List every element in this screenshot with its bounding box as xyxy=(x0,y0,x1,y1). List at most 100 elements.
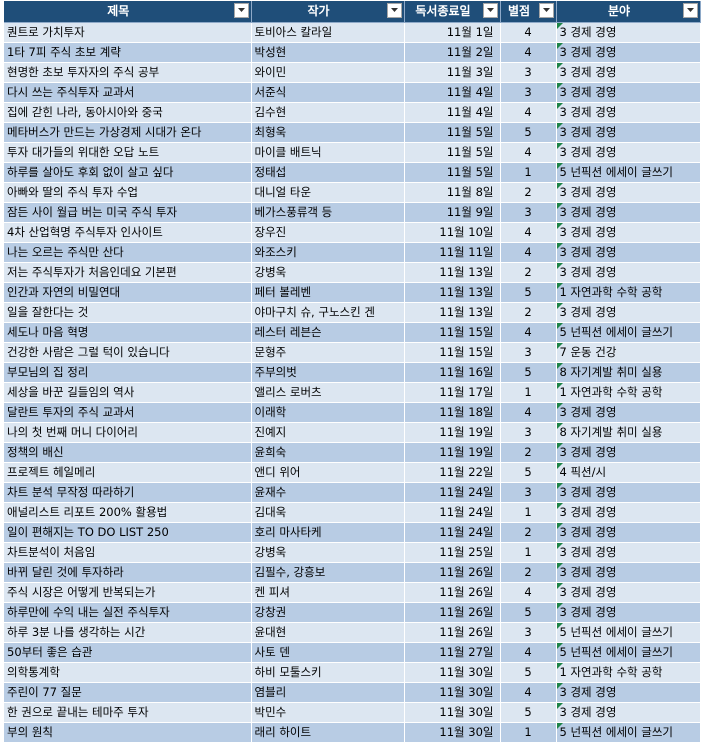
cell-genre[interactable]: 5 넌픽션 에세이 글쓰기 xyxy=(556,622,701,643)
cell-author[interactable]: 김대욱 xyxy=(251,502,405,523)
cell-rating[interactable]: 4 xyxy=(500,642,557,663)
cell-date[interactable]: 11월 3일 xyxy=(404,62,501,83)
filter-dropdown-button[interactable] xyxy=(386,3,402,18)
cell-date[interactable]: 11월 5일 xyxy=(404,162,501,183)
cell-author[interactable]: 호리 마사타케 xyxy=(251,522,405,543)
cell-date[interactable]: 11월 4일 xyxy=(404,102,501,123)
cell-genre[interactable]: 7 운동 건강 xyxy=(556,342,701,363)
cell-rating[interactable]: 5 xyxy=(500,362,557,383)
cell-date[interactable]: 11월 15일 xyxy=(404,342,501,363)
cell-genre[interactable]: 3 경제 경영 xyxy=(556,202,701,223)
cell-genre[interactable]: 8 자기계발 취미 실용 xyxy=(556,422,701,443)
cell-author[interactable]: 토비아스 칼라일 xyxy=(251,22,405,43)
cell-author[interactable]: 강병욱 xyxy=(251,542,405,563)
cell-author[interactable]: 베가스풍류객 등 xyxy=(251,202,405,223)
cell-title[interactable]: 일이 편해지는 TO DO LIST 250 xyxy=(4,522,252,543)
cell-author[interactable]: 윤희숙 xyxy=(251,442,405,463)
cell-author[interactable]: 윤재수 xyxy=(251,482,405,503)
cell-author[interactable]: 진예지 xyxy=(251,422,405,443)
cell-rating[interactable]: 2 xyxy=(500,442,557,463)
cell-title[interactable]: 인간과 자연의 비밀연대 xyxy=(4,282,252,303)
cell-author[interactable]: 윤대현 xyxy=(251,622,405,643)
cell-date[interactable]: 11월 8일 xyxy=(404,182,501,203)
cell-genre[interactable]: 3 경제 경영 xyxy=(556,142,701,163)
cell-genre[interactable]: 3 경제 경영 xyxy=(556,22,701,43)
cell-author[interactable]: 마이클 배트닉 xyxy=(251,142,405,163)
cell-genre[interactable]: 3 경제 경영 xyxy=(556,102,701,123)
cell-date[interactable]: 11월 10일 xyxy=(404,222,501,243)
cell-genre[interactable]: 3 경제 경영 xyxy=(556,682,701,703)
cell-title[interactable]: 부의 원칙 xyxy=(4,722,252,743)
cell-rating[interactable]: 5 xyxy=(500,462,557,483)
cell-genre[interactable]: 1 자연과학 수학 공학 xyxy=(556,282,701,303)
cell-rating[interactable]: 1 xyxy=(500,722,557,743)
cell-genre[interactable]: 3 경제 경영 xyxy=(556,302,701,323)
cell-genre[interactable]: 3 경제 경영 xyxy=(556,482,701,503)
cell-date[interactable]: 11월 24일 xyxy=(404,522,501,543)
cell-title[interactable]: 달란트 투자의 주식 교과서 xyxy=(4,402,252,423)
cell-rating[interactable]: 4 xyxy=(500,682,557,703)
cell-date[interactable]: 11월 26일 xyxy=(404,562,501,583)
cell-rating[interactable]: 2 xyxy=(500,522,557,543)
cell-date[interactable]: 11월 11일 xyxy=(404,242,501,263)
cell-rating[interactable]: 3 xyxy=(500,342,557,363)
cell-genre[interactable]: 3 경제 경영 xyxy=(556,122,701,143)
cell-rating[interactable]: 5 xyxy=(500,282,557,303)
cell-author[interactable]: 페터 볼레벤 xyxy=(251,282,405,303)
cell-title[interactable]: 나는 오르는 주식만 산다 xyxy=(4,242,252,263)
cell-author[interactable]: 레스터 레븐슨 xyxy=(251,322,405,343)
cell-title[interactable]: 잠든 사이 월급 버는 미국 주식 투자 xyxy=(4,202,252,223)
cell-date[interactable]: 11월 13일 xyxy=(404,262,501,283)
cell-rating[interactable]: 4 xyxy=(500,242,557,263)
cell-rating[interactable]: 4 xyxy=(500,402,557,423)
cell-genre[interactable]: 1 자연과학 수학 공학 xyxy=(556,382,701,403)
cell-title[interactable]: 건강한 사람은 그럴 턱이 있습니다 xyxy=(4,342,252,363)
cell-author[interactable]: 앤디 위어 xyxy=(251,462,405,483)
cell-author[interactable]: 이래학 xyxy=(251,402,405,423)
cell-date[interactable]: 11월 5일 xyxy=(404,142,501,163)
cell-date[interactable]: 11월 4일 xyxy=(404,82,501,103)
cell-genre[interactable]: 3 경제 경영 xyxy=(556,242,701,263)
cell-author[interactable]: 야마구치 슈, 구노스킨 겐 xyxy=(251,302,405,323)
cell-rating[interactable]: 3 xyxy=(500,622,557,643)
cell-date[interactable]: 11월 2일 xyxy=(404,42,501,63)
cell-rating[interactable]: 4 xyxy=(500,222,557,243)
filter-dropdown-button[interactable] xyxy=(682,3,698,18)
cell-genre[interactable]: 3 경제 경영 xyxy=(556,402,701,423)
cell-title[interactable]: 하루 3분 나를 생각하는 시간 xyxy=(4,622,252,643)
cell-genre[interactable]: 3 경제 경영 xyxy=(556,182,701,203)
cell-title[interactable]: 저는 주식투자가 처음인데요 기본편 xyxy=(4,262,252,283)
cell-author[interactable]: 강병욱 xyxy=(251,262,405,283)
cell-title[interactable]: 정책의 배신 xyxy=(4,442,252,463)
cell-date[interactable]: 11월 24일 xyxy=(404,502,501,523)
cell-title[interactable]: 1타 7피 주식 초보 계략 xyxy=(4,42,252,63)
cell-genre[interactable]: 3 경제 경영 xyxy=(556,62,701,83)
cell-title[interactable]: 일을 잘한다는 것 xyxy=(4,302,252,323)
cell-rating[interactable]: 2 xyxy=(500,302,557,323)
cell-author[interactable]: 염블리 xyxy=(251,682,405,703)
filter-dropdown-button[interactable] xyxy=(233,3,249,18)
cell-author[interactable]: 정태섭 xyxy=(251,162,405,183)
cell-rating[interactable]: 4 xyxy=(500,102,557,123)
cell-rating[interactable]: 1 xyxy=(500,542,557,563)
cell-genre[interactable]: 8 자기계발 취미 실용 xyxy=(556,362,701,383)
cell-rating[interactable]: 2 xyxy=(500,262,557,283)
cell-author[interactable]: 장우진 xyxy=(251,222,405,243)
cell-date[interactable]: 11월 18일 xyxy=(404,402,501,423)
cell-title[interactable]: 하루를 살아도 후회 없이 살고 싶다 xyxy=(4,162,252,183)
cell-title[interactable]: 집에 갇힌 나라, 동아시아와 중국 xyxy=(4,102,252,123)
cell-date[interactable]: 11월 1일 xyxy=(404,22,501,43)
cell-author[interactable]: 주부의벗 xyxy=(251,362,405,383)
cell-genre[interactable]: 3 경제 경영 xyxy=(556,82,701,103)
cell-rating[interactable]: 4 xyxy=(500,322,557,343)
cell-title[interactable]: 바뀌 달린 것에 투자하라 xyxy=(4,562,252,583)
cell-author[interactable]: 문형주 xyxy=(251,342,405,363)
cell-title[interactable]: 4차 산업혁명 주식투자 인사이트 xyxy=(4,222,252,243)
cell-date[interactable]: 11월 13일 xyxy=(404,302,501,323)
cell-rating[interactable]: 4 xyxy=(500,22,557,43)
cell-title[interactable]: 부모님의 집 정리 xyxy=(4,362,252,383)
cell-date[interactable]: 11월 15일 xyxy=(404,322,501,343)
cell-rating[interactable]: 3 xyxy=(500,202,557,223)
cell-author[interactable]: 켄 피셔 xyxy=(251,582,405,603)
cell-title[interactable]: 세상을 바꾼 길들임의 역사 xyxy=(4,382,252,403)
